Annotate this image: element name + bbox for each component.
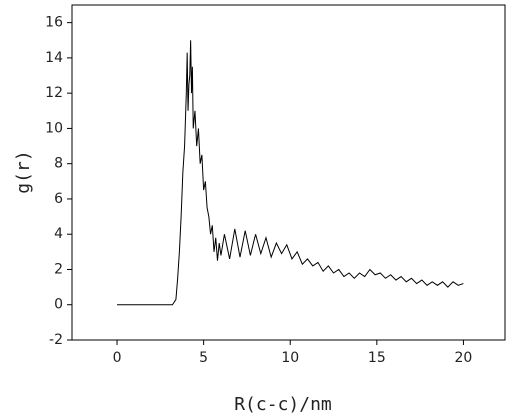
- plot-frame: [71, 4, 506, 341]
- x-tick-label: 5: [199, 350, 208, 366]
- x-axis-title: R(c-c)/nm: [234, 394, 332, 415]
- y-tick-label: 10: [45, 120, 63, 136]
- x-tick-label: 20: [455, 350, 473, 366]
- x-tick-label: 0: [113, 350, 122, 366]
- x-tick-label: 15: [368, 350, 386, 366]
- y-axis-title: g(r): [13, 150, 34, 193]
- y-tick-label: 16: [45, 15, 63, 31]
- y-tick-label: -2: [49, 332, 63, 348]
- y-tick-label: 4: [54, 226, 63, 242]
- data-line: [117, 40, 464, 306]
- y-tick-label: 14: [45, 50, 63, 66]
- y-tick-label: 12: [45, 85, 63, 101]
- y-tick-label: 0: [54, 297, 63, 313]
- y-tick-label: 6: [54, 191, 63, 207]
- y-tick-label: 8: [54, 156, 63, 172]
- y-tick-label: 2: [54, 261, 63, 277]
- x-tick-label: 10: [281, 350, 299, 366]
